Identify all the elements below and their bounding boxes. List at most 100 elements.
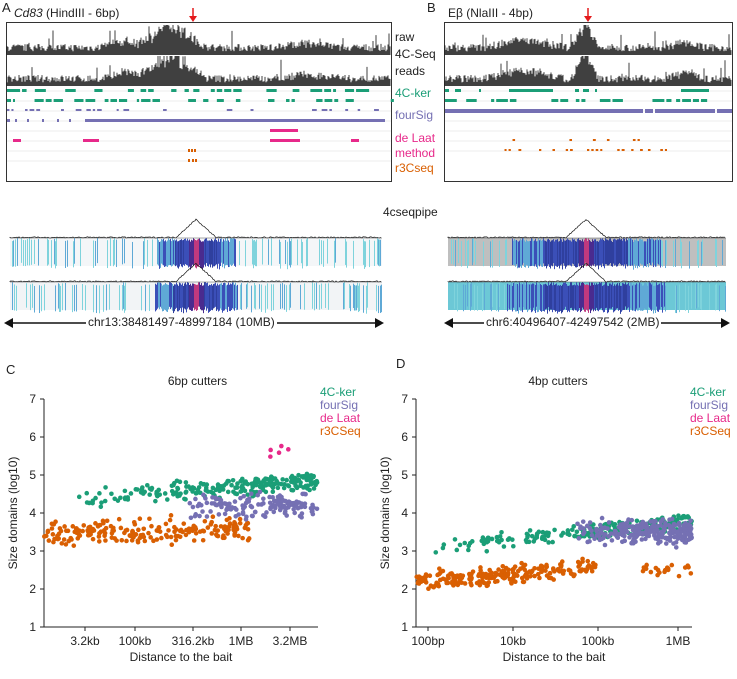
scatter-point xyxy=(299,501,304,506)
pipe-column xyxy=(616,284,617,309)
pipe-column xyxy=(171,282,172,308)
pipe-column xyxy=(169,282,170,307)
pipe-column xyxy=(254,239,255,265)
y-tick-label: 4 xyxy=(29,506,36,520)
scatter-point xyxy=(590,563,596,569)
call-segment xyxy=(36,109,41,111)
pipe-column xyxy=(590,241,591,266)
scatter-point xyxy=(280,477,285,482)
pipe-column xyxy=(633,241,634,270)
pipe-heatmap-a-2 xyxy=(9,263,382,314)
scatter-point xyxy=(544,530,550,535)
pipe-column xyxy=(658,240,659,265)
call-segment xyxy=(491,99,495,102)
pipe-column xyxy=(537,240,538,269)
pipe-column xyxy=(200,284,201,310)
scatter-point xyxy=(501,544,507,549)
pipe-column xyxy=(273,284,274,311)
coord-right: chr6:40496407-42497542 (2MB) xyxy=(484,315,662,329)
call-segment xyxy=(224,89,232,92)
reads-bars-1 xyxy=(444,25,732,55)
call-segment xyxy=(717,109,732,113)
pipe-column xyxy=(580,240,581,266)
pipe-column xyxy=(612,241,613,267)
pipe-column xyxy=(369,239,370,268)
pipe-column xyxy=(609,238,610,265)
call-segment xyxy=(652,99,665,102)
label-r3cseq: r3Cseq xyxy=(395,161,434,175)
scatter-point xyxy=(223,501,229,507)
scatter-point xyxy=(242,488,248,494)
pipe-column xyxy=(289,238,290,266)
scatter-point xyxy=(205,525,211,530)
pipe-column xyxy=(505,240,506,266)
pipe-column xyxy=(518,241,519,268)
scatter-point xyxy=(606,520,612,525)
pipe-column xyxy=(168,284,169,310)
pipe-column xyxy=(254,282,255,309)
scatter-point xyxy=(193,530,199,536)
scatter-point xyxy=(142,538,148,544)
y-axis-label: Size domains (log10) xyxy=(6,457,20,570)
pipe-column xyxy=(722,239,723,265)
scatter-point xyxy=(200,509,205,514)
call-segment xyxy=(310,89,323,92)
pipe-column xyxy=(617,283,618,309)
call-segment xyxy=(316,99,323,102)
call-segment xyxy=(184,89,189,92)
pipe-column xyxy=(701,283,702,310)
pipe-column xyxy=(217,283,218,310)
scatter-point xyxy=(537,575,542,581)
pipe-column xyxy=(666,240,667,265)
pipe-column xyxy=(23,239,24,266)
pipe-column xyxy=(543,238,544,264)
call-segment xyxy=(191,149,193,152)
pipe-column xyxy=(212,285,213,311)
pipe-column xyxy=(685,283,686,311)
pipe-column xyxy=(556,239,557,267)
pipe-column xyxy=(599,240,600,266)
scatter-point xyxy=(122,488,128,494)
pipe-column xyxy=(510,284,511,310)
call-segment xyxy=(92,109,96,111)
scatter-point xyxy=(686,522,691,527)
scatter-point xyxy=(477,579,482,584)
pipe-column xyxy=(512,238,513,265)
pipe-column xyxy=(474,284,475,311)
scatter-point xyxy=(200,537,206,543)
pipe-column xyxy=(122,238,123,265)
pipe-column xyxy=(465,239,466,266)
pipe-column xyxy=(198,238,199,267)
pipe-column xyxy=(468,239,469,266)
label-foursig: fourSig xyxy=(395,108,434,122)
call-segment xyxy=(12,99,15,102)
scatter-point xyxy=(639,537,645,542)
scatter-point xyxy=(558,564,564,569)
call-segment xyxy=(85,119,385,122)
pipe-column xyxy=(656,282,657,307)
pipe-column xyxy=(611,240,612,267)
scatter-point xyxy=(540,534,545,540)
pipe-column xyxy=(553,239,554,264)
pipe-column xyxy=(210,285,211,311)
pipe-column xyxy=(227,284,228,312)
pipe-column xyxy=(513,240,514,265)
scatter-point xyxy=(100,518,106,524)
pipe-column xyxy=(472,238,473,266)
y-tick-label: 5 xyxy=(401,468,408,482)
pipe-column xyxy=(195,240,196,268)
pipe-column xyxy=(176,239,177,266)
pipe-column xyxy=(39,285,40,314)
pipe-column xyxy=(544,284,545,312)
scatter-point xyxy=(84,500,90,505)
scatter-point xyxy=(469,571,474,577)
pipe-column xyxy=(467,282,468,307)
scatter-point xyxy=(221,533,226,538)
scatter-point xyxy=(75,536,81,541)
pipe-column xyxy=(716,239,717,267)
pipe-column xyxy=(65,240,66,269)
call-segment xyxy=(45,99,52,102)
pipe-column xyxy=(625,282,626,307)
scatter-point xyxy=(98,504,104,510)
scatter-point xyxy=(513,579,518,585)
